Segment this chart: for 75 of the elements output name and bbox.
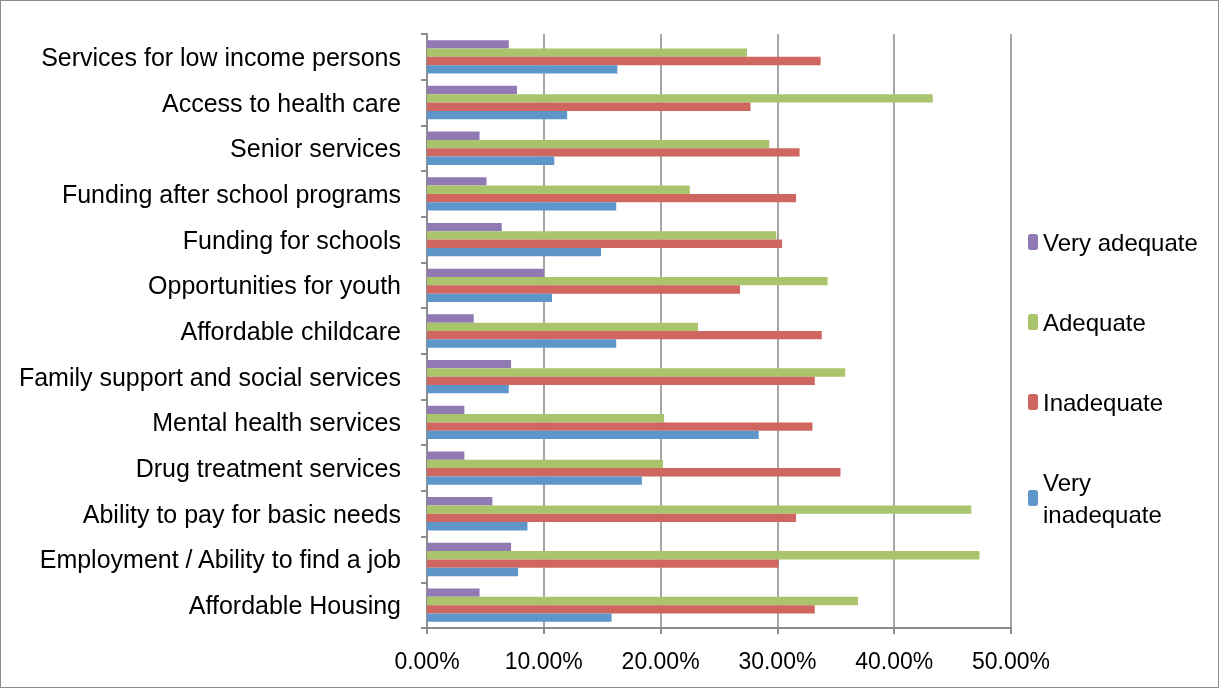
bar <box>427 193 797 203</box>
y-tick-label: Services for low income persons <box>41 42 401 71</box>
bar <box>427 322 698 331</box>
bar <box>427 476 642 485</box>
bar <box>427 247 602 257</box>
bar <box>427 551 980 560</box>
x-tick-label: 0.00% <box>394 647 460 674</box>
x-tick-label: 40.00% <box>855 647 934 674</box>
bar <box>427 202 617 211</box>
legend-label: Very inadequate <box>1043 468 1162 528</box>
bar <box>427 293 552 302</box>
y-tick-label: Family support and social services <box>18 362 401 391</box>
y-tick-label: Funding after school programs <box>61 179 401 208</box>
y-tick-label: Funding for schools <box>182 225 401 254</box>
y-tick-label: Drug treatment services <box>135 454 401 483</box>
bar <box>427 40 509 49</box>
y-tick-label: Affordable childcare <box>180 317 401 345</box>
bar <box>427 522 528 531</box>
bar <box>427 56 821 66</box>
bar <box>427 339 617 348</box>
legend-label: Inadequate <box>1043 388 1164 416</box>
bar <box>427 65 618 74</box>
bar <box>427 497 493 506</box>
bar <box>427 385 509 394</box>
bar <box>427 231 777 240</box>
bar <box>427 605 815 614</box>
legend-label: Very adequate <box>1043 228 1198 256</box>
bar <box>427 451 465 460</box>
bar <box>427 131 480 140</box>
bar <box>427 177 487 186</box>
bar <box>427 588 480 597</box>
bar <box>427 222 502 232</box>
y-tick-label: Senior services <box>230 134 401 163</box>
bar <box>427 459 663 469</box>
bar <box>427 85 517 95</box>
bar <box>427 285 741 294</box>
bar <box>427 331 822 340</box>
bar <box>427 276 828 286</box>
bar <box>427 185 690 194</box>
bar <box>427 505 972 514</box>
x-tick-label: 20.00% <box>621 647 700 674</box>
bar <box>427 430 759 440</box>
bar <box>427 48 748 57</box>
bar <box>427 368 846 377</box>
bar <box>427 468 841 477</box>
bar <box>427 314 474 323</box>
y-tick-label: Mental health services <box>152 408 401 437</box>
x-tick-label: 10.00% <box>504 647 583 674</box>
bar <box>427 376 815 386</box>
y-tick-label: Ability to pay for basic needs <box>82 499 401 528</box>
y-tick-label: Opportunities for youth <box>148 271 401 300</box>
bar <box>427 268 544 277</box>
bar <box>427 239 783 248</box>
bar <box>427 405 465 415</box>
bar <box>427 139 770 149</box>
bar <box>427 94 933 103</box>
bar <box>427 148 800 157</box>
y-tick-label: Affordable Housing <box>188 591 401 620</box>
bar <box>427 360 512 369</box>
bar <box>427 542 512 552</box>
bar <box>427 102 751 111</box>
x-tick-label: 50.00% <box>971 647 1051 674</box>
y-tick-label: Employment / Ability to find a job <box>39 545 401 574</box>
legend-label: Adequate <box>1043 308 1146 336</box>
bar <box>427 596 858 606</box>
bar <box>427 414 665 423</box>
bar <box>427 422 813 431</box>
bar <box>427 513 797 523</box>
bar <box>427 559 779 568</box>
bar <box>427 613 612 622</box>
y-tick-label: Access to health care <box>161 88 401 117</box>
bar <box>427 156 555 165</box>
x-tick-label: 30.00% <box>738 647 817 674</box>
bar <box>427 110 568 120</box>
bar <box>427 567 519 577</box>
